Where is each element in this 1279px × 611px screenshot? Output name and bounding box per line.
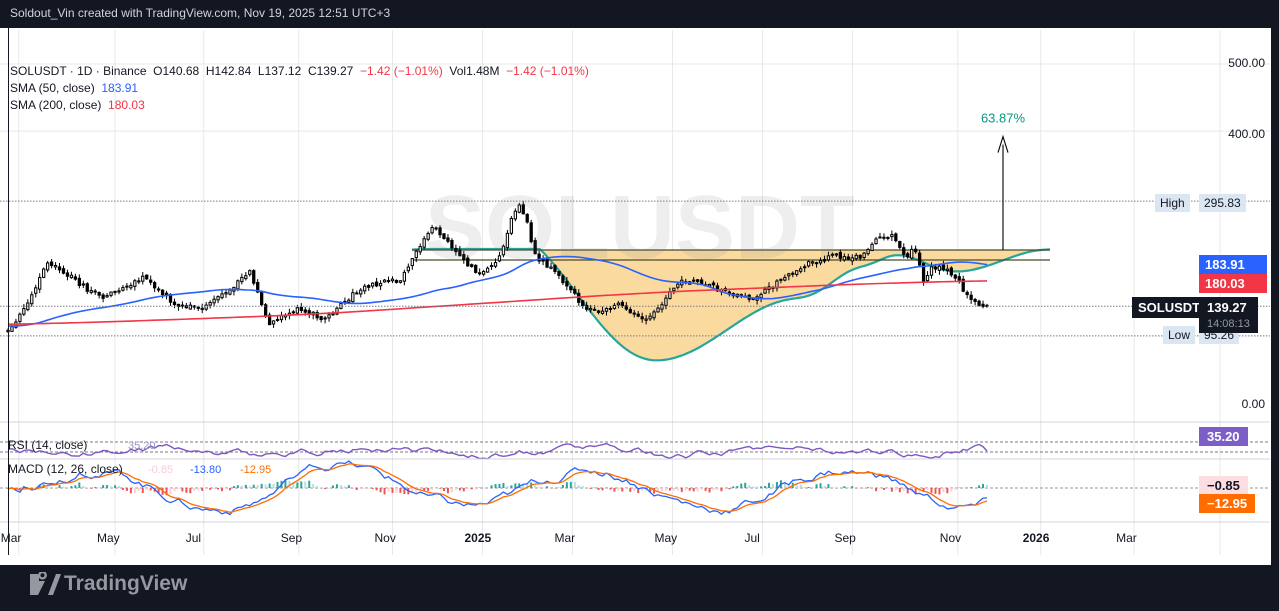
svg-text:-12.95: -12.95 xyxy=(240,464,271,476)
svg-text:RSI (14, close): RSI (14, close) xyxy=(8,438,87,452)
svg-text:-0.85: -0.85 xyxy=(148,464,173,476)
svg-text:63.87%: 63.87% xyxy=(981,111,1026,126)
svg-text:MACD (12, 26, close): MACD (12, 26, close) xyxy=(8,462,123,476)
svg-text:-13.80: -13.80 xyxy=(190,464,221,476)
svg-text:35.20: 35.20 xyxy=(128,440,156,452)
svg-text:SOLUSDT: SOLUSDT xyxy=(425,178,855,278)
